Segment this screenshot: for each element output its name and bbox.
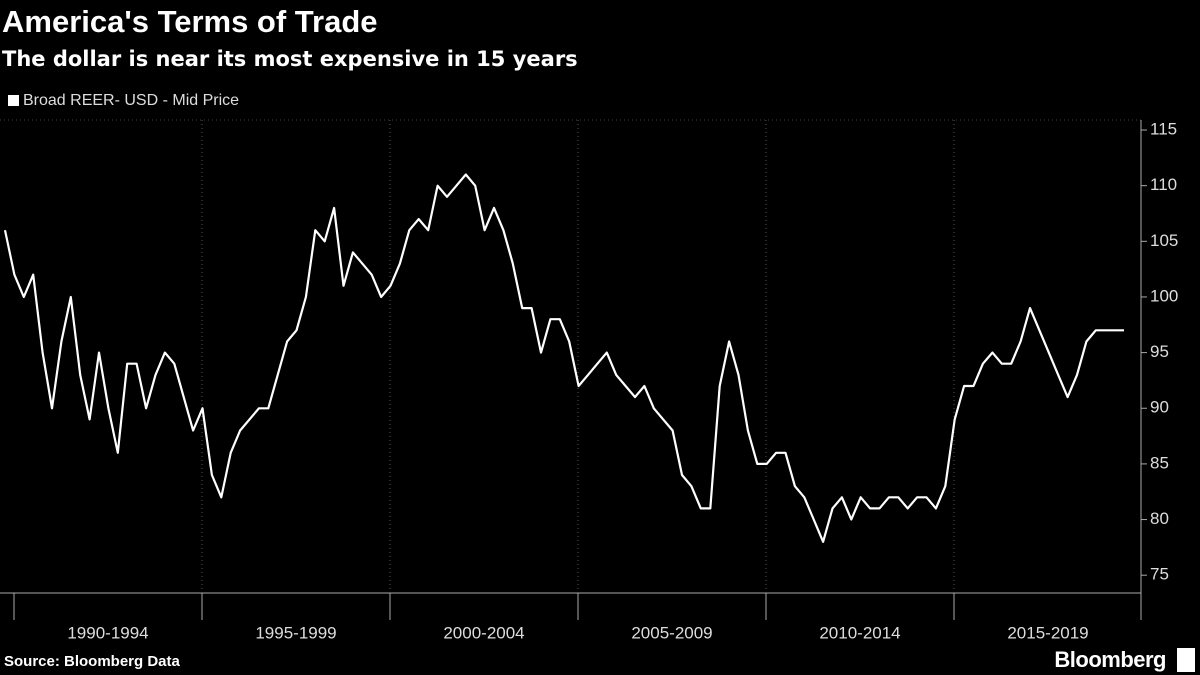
- y-tick-label: 110: [1150, 175, 1177, 194]
- x-tick-label: 1990-1994: [67, 623, 148, 642]
- x-tick-label: 2005-2009: [631, 623, 712, 642]
- y-tick-label: 100: [1150, 286, 1178, 305]
- y-tick-label: 80: [1150, 509, 1169, 528]
- y-tick-label: 75: [1150, 565, 1169, 584]
- x-tick-label: 1995-1999: [255, 623, 336, 642]
- brand-icon: [1177, 648, 1195, 672]
- source-note: Source: Bloomberg Data: [4, 653, 181, 670]
- chart-layer: 75 80 85 90 95 100 105 110 115 1990-1994 1995-1999…: [3, 92, 1178, 642]
- y-tick-label: 90: [1150, 398, 1169, 417]
- y-tick-label: 85: [1150, 453, 1169, 472]
- legend-swatch: [8, 95, 19, 106]
- y-tick-label: 115: [1150, 120, 1177, 139]
- plot-frame: [0, 119, 1142, 620]
- y-tick-label: 95: [1150, 342, 1169, 361]
- x-tick-label: 2000-2004: [443, 623, 524, 642]
- brand-logo: Bloomberg: [1054, 647, 1166, 672]
- chart-subtitle: The dollar is near its most expensive in…: [2, 47, 578, 71]
- data-line: [3, 173, 1124, 543]
- y-tick-label: 105: [1150, 231, 1178, 250]
- legend-label: Broad REER- USD - Mid Price: [23, 92, 239, 109]
- x-tick-label: 2015-2019: [1007, 623, 1088, 642]
- chart-title: America's Terms of Trade: [2, 4, 378, 39]
- x-tick-label: 2010-2014: [819, 623, 900, 642]
